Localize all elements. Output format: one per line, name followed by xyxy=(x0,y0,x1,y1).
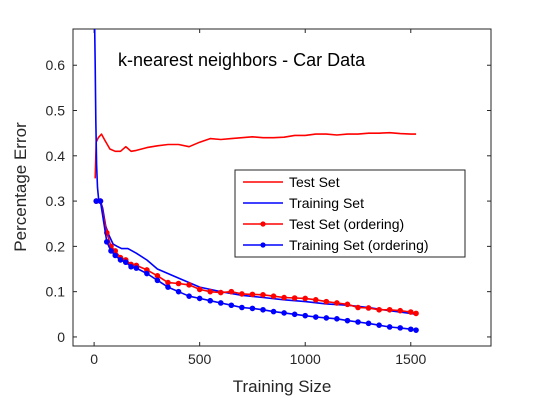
series-4-point xyxy=(376,322,382,328)
y-axis-label: Percentage Error xyxy=(11,122,30,252)
series-4-point xyxy=(108,248,114,254)
series-3-point xyxy=(344,301,351,308)
y-tick-label: 0.6 xyxy=(46,57,66,73)
series-3-point xyxy=(228,288,235,295)
legend-box xyxy=(234,169,466,258)
series-4-point xyxy=(165,284,171,290)
series-3-point xyxy=(165,279,171,286)
series-4-point xyxy=(122,259,129,266)
series-4-point xyxy=(103,239,110,245)
series-3-point xyxy=(365,305,372,311)
series-4-point xyxy=(228,302,235,309)
y-tick-label: 0.1 xyxy=(46,284,66,300)
series-4-point xyxy=(97,198,104,204)
series-3-point xyxy=(270,293,277,299)
series-4-point xyxy=(386,324,393,330)
series-line-2 xyxy=(93,29,417,316)
axis-ticks: 0 500 1000 1500 0 0.1 0.2 0.3 0.4 0.5 0.6 xyxy=(46,29,491,367)
series-4-point xyxy=(133,265,140,271)
x-tick-label: 1000 xyxy=(290,351,321,367)
series-group xyxy=(93,29,419,333)
series-4-point xyxy=(270,308,277,315)
y-tick-label: 0.4 xyxy=(46,148,66,164)
series-3-point xyxy=(260,292,266,298)
series-3-point xyxy=(281,294,287,301)
series-4-point xyxy=(397,325,404,331)
series-4-point xyxy=(323,315,330,321)
series-3-point xyxy=(376,306,382,313)
legend-marker-3 xyxy=(260,221,266,227)
series-4-point xyxy=(175,288,182,295)
series-3-point xyxy=(249,291,256,298)
y-tick-label: 0.3 xyxy=(46,193,66,209)
series-3-point xyxy=(239,291,245,297)
series-4-point xyxy=(407,326,414,333)
legend-label-3: Test Set (ordering) xyxy=(289,216,404,232)
series-4-point xyxy=(365,320,372,327)
y-tick-label: 0.2 xyxy=(46,238,66,254)
series-3-point xyxy=(413,310,419,317)
series-3-point xyxy=(217,289,224,296)
series-4-point xyxy=(217,300,224,306)
series-3-point xyxy=(186,282,192,288)
series-3-point xyxy=(312,297,319,303)
series-line-1 xyxy=(94,131,417,179)
series-3-point xyxy=(154,273,161,279)
series-4-point xyxy=(144,270,150,277)
series-4-point xyxy=(186,293,192,299)
legend-marker-4 xyxy=(260,242,266,248)
y-tick-label: 0.5 xyxy=(46,103,66,119)
legend-label-4: Training Set (ordering) xyxy=(289,237,429,253)
series-3-point xyxy=(291,295,298,301)
series-4-point xyxy=(239,304,245,311)
x-tick-label: 1500 xyxy=(395,351,426,367)
series-3-point xyxy=(196,286,203,293)
series-4-point xyxy=(128,263,134,270)
y-tick-label: 0 xyxy=(57,329,65,345)
series-4-point xyxy=(154,277,161,284)
legend: Test Set Training Set Test Set (ordering) T… xyxy=(234,169,466,258)
series-4-point xyxy=(196,295,203,302)
series-3-point xyxy=(207,288,214,295)
series-4-point xyxy=(291,311,298,318)
x-tick-label: 500 xyxy=(188,351,212,367)
series-4-point xyxy=(260,306,266,313)
series-3-point xyxy=(334,300,340,306)
series-4-point xyxy=(355,319,361,325)
series-3-point xyxy=(407,309,414,315)
series-4-point xyxy=(112,252,119,259)
series-3-point xyxy=(323,298,330,305)
series-4-point xyxy=(207,297,214,304)
series-3-point xyxy=(397,307,404,314)
chart-title: k-nearest neighbors - Car Data xyxy=(118,50,366,70)
x-axis-label: Training Size xyxy=(233,377,332,396)
series-4-point xyxy=(312,314,319,320)
series-4-point xyxy=(249,305,256,312)
series-3-point xyxy=(175,280,182,287)
series-4-point xyxy=(117,257,124,263)
series-4-point xyxy=(302,312,309,319)
legend-label-2: Training Set xyxy=(289,195,364,211)
series-3-point xyxy=(386,306,393,313)
series-4-point xyxy=(334,316,340,322)
legend-label-1: Test Set xyxy=(289,174,340,190)
series-3-point xyxy=(355,304,361,311)
series-4-point xyxy=(344,317,351,324)
series-4-point xyxy=(281,310,287,316)
series-3-point xyxy=(302,295,309,302)
series-4-point xyxy=(413,327,419,333)
x-tick-label: 0 xyxy=(90,351,98,367)
